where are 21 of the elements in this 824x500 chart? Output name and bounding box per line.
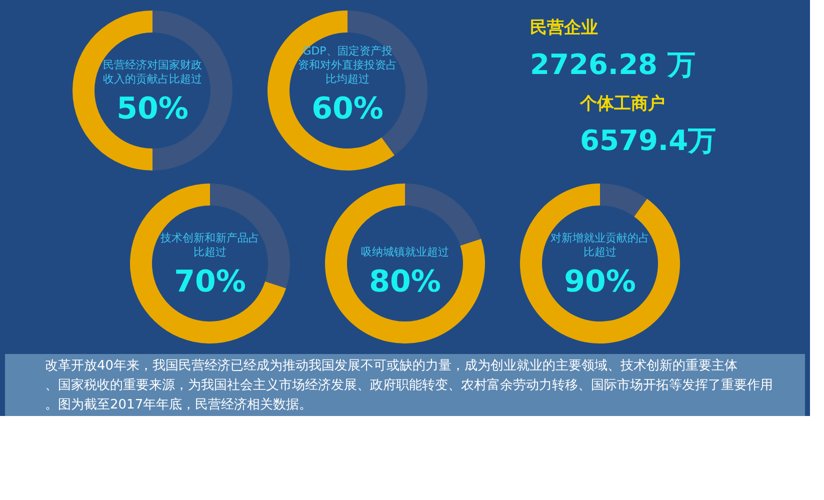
- donut-slice: [325, 184, 485, 344]
- data-label: 50%: [116, 92, 188, 126]
- data-label: 90%: [564, 264, 636, 300]
- text: GDP、固定资产投资和对外直接投资占比均超过: [298, 44, 397, 86]
- donut-slice: [130, 184, 286, 344]
- text: 2726.28 万: [530, 48, 696, 81]
- donut-slice: [405, 184, 482, 246]
- donut-slice: [520, 184, 680, 344]
- data-label: 80%: [369, 264, 441, 300]
- text: 6579.4万: [580, 124, 716, 157]
- donut-slice: [600, 184, 648, 217]
- data-label: 60%: [312, 92, 384, 126]
- text: 个体工商户: [579, 94, 665, 114]
- donut-slice: [268, 10, 395, 170]
- data-label: 70%: [174, 264, 246, 300]
- text: 民营企业: [530, 18, 598, 38]
- text: 民营经济对国家财政收入的贡献占比超过: [103, 58, 202, 86]
- text: 对新增就业贡献的占比超过: [550, 232, 650, 258]
- text: 技术创新和新产品占比超过: [160, 232, 260, 258]
- text: 改革开放40年来，我国民营经济已经成为推动我国发展不可或缺的力量，成为创业就业的主要领域、技术创新的重要主体、国家税收的重要来源，为我国社会主义市场经济发展、政府职能转变、农村富余劳动力转移、国际市场开拓等发挥了重要作用。图为截至2017年年底，民营经济相关数据。: [45, 358, 773, 412]
- text: 吸纳城镇就业超过: [361, 246, 449, 258]
